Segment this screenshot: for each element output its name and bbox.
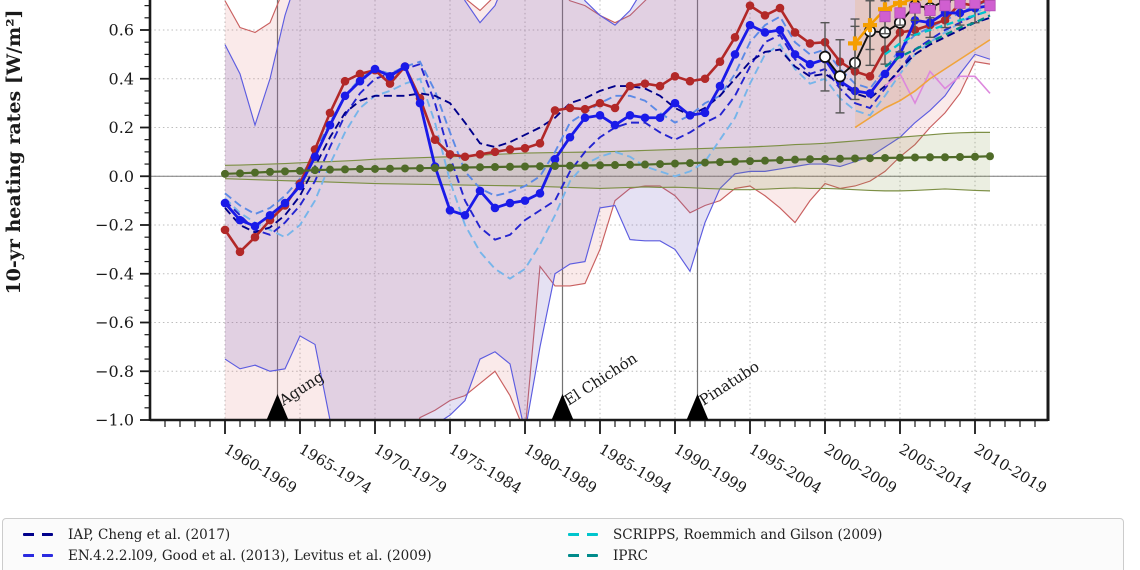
blue-model-range-upper — [224, 0, 638, 128]
x-tick-label: 1985-1994 — [596, 440, 675, 497]
x-tick-label: 1980-1989 — [521, 440, 600, 497]
volcano-label: Pinatubo — [696, 357, 763, 409]
x-tick-label: 2000-2009 — [821, 440, 900, 497]
dashed-line-swatch — [23, 532, 53, 537]
x-tick-label: 2010-2019 — [971, 440, 1050, 497]
y-tick-label: −0.2 — [95, 216, 134, 235]
green-control-range-band — [225, 132, 990, 191]
y-tick-label: −0.6 — [95, 313, 134, 332]
legend-item-iap: IAP, Cheng et al. (2017) — [23, 526, 432, 543]
volcano-marker — [266, 394, 289, 420]
legend-column-left: IAP, Cheng et al. (2017) EN.4.2.2.l09, G… — [23, 526, 432, 564]
red-model-range-upper — [224, 0, 647, 34]
plot-area — [220, 0, 996, 420]
x-tick-label: 2005-2014 — [896, 440, 975, 497]
legend-label: SCRIPPS, Roemmich and Gilson (2009) — [613, 526, 883, 543]
series-red-ensemble-mean — [220, 0, 994, 257]
y-tick-label: −0.4 — [95, 264, 134, 283]
legend-item-iprc: IPRC — [568, 547, 882, 564]
y-tick-label: 0.2 — [109, 118, 134, 137]
legend-item-scripps: SCRIPPS, Roemmich and Gilson (2009) — [568, 526, 882, 543]
x-tick-label: 1965-1974 — [296, 440, 375, 497]
dashed-line-swatch — [568, 532, 598, 537]
x-tick-label: 1960-1969 — [221, 440, 300, 497]
x-tick-label: 1990-1999 — [671, 440, 750, 497]
x-tick-label: 1995-2004 — [746, 440, 825, 497]
legend-label: IPRC — [613, 547, 648, 564]
volcano-marker — [686, 394, 709, 420]
green-control-range-upper — [224, 131, 990, 166]
green-control-range-lower — [224, 178, 991, 192]
legend-label: IAP, Cheng et al. (2017) — [68, 526, 231, 543]
volcano-marker — [551, 394, 574, 420]
series-iap-dashed — [224, 16, 991, 234]
series-orange-obs-stars — [848, 0, 935, 69]
legend-item-en4: EN.4.2.2.l09, Good et al. (2013), Levitu… — [23, 547, 432, 564]
legend-column-right: SCRIPPS, Roemmich and Gilson (2009) IPRC — [568, 526, 882, 564]
series-green-control-mean — [221, 152, 994, 178]
x-tick-label: 1975-1984 — [446, 440, 525, 497]
legend: IAP, Cheng et al. (2017) EN.4.2.2.l09, G… — [2, 518, 1124, 570]
legend-label: EN.4.2.2.l09, Good et al. (2013), Levitu… — [68, 547, 432, 564]
series-sky-dashed-product — [224, 4, 991, 280]
dashed-line-swatch — [568, 553, 598, 558]
y-tick-label: 0.0 — [109, 167, 134, 186]
y-tick-label: −1.0 — [95, 411, 134, 430]
series-iprc-dashed — [884, 14, 991, 68]
red-model-range-lower — [418, 61, 991, 420]
x-tick-label: 1970-1979 — [371, 440, 450, 497]
series-scripps-dashed — [884, 9, 991, 56]
y-tick-label: 0.4 — [109, 69, 134, 88]
dashed-line-swatch — [23, 553, 53, 558]
y-tick-label: −0.8 — [95, 362, 134, 381]
series-violet-thin-obs — [884, 69, 991, 105]
series-en4-dashed — [224, 9, 991, 241]
series-orange-thin-obs — [854, 39, 991, 129]
y-tick-label: 0.6 — [109, 21, 134, 40]
series-magenta-obs-squares — [879, 0, 996, 23]
y-axis-title: 10-yr heating rates [W/m²] — [3, 9, 25, 294]
volcano-label: El Chichón — [561, 349, 641, 410]
heating-rates-chart: 0.6 0.4 0.2 0.0 −0.2 −0.4 −0.6 −0.8 −1.0 1960-196… — [3, 0, 1050, 497]
